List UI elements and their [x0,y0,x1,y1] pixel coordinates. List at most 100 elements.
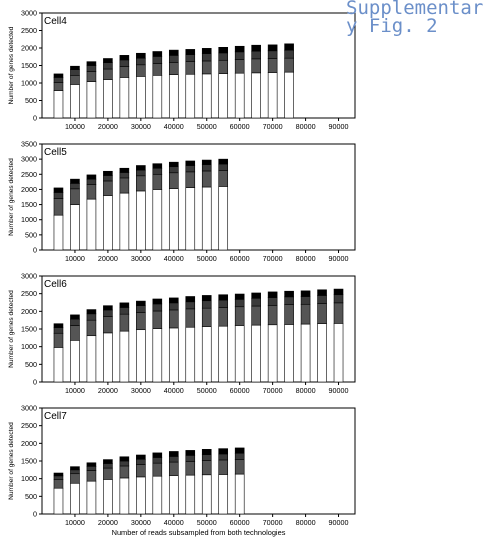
bar-stack [168,297,179,383]
bar-segment [53,73,64,78]
bar-segment [86,174,97,180]
bar-segment [201,449,212,455]
bar-segment [103,459,113,464]
bar-segment [201,307,212,327]
bar-segment [53,327,64,334]
bar-stack [136,300,146,383]
x-tick-label: 50000 [197,254,217,263]
bar-segment [53,475,64,480]
bar-segment [300,323,311,383]
bar-segment [103,62,113,70]
y-tick-label: 500 [25,96,37,105]
bar-segment [218,299,229,308]
y-tick-label: 500 [25,492,37,501]
bar-stack [251,292,261,383]
bar-segment [267,72,278,119]
bar-stack [86,309,97,383]
bar-segment [168,327,179,383]
bar-segment [70,204,80,251]
bar-segment [70,178,80,184]
panel-cell7: 0 500 1000 1500 2000 2500 3000 10000 20000 30000 4… [8,404,356,537]
bar-stack [152,452,163,515]
y-tick-label: 0 [33,246,37,255]
bar-segment [86,480,97,515]
bar-segment [86,335,97,383]
bar-segment [168,461,179,476]
bar-segment [284,324,294,383]
bar-stack [70,466,80,515]
bar-segment [234,45,245,53]
bar-segment [86,81,97,119]
bar-segment [86,470,97,482]
bar-stack [86,462,97,515]
x-tick-label: 50000 [197,518,217,527]
panel-cell6: 0 500 1000 1500 2000 2500 3000 10000 20000 30000 4… [8,272,356,395]
bar-segment [234,452,245,460]
bar-segment [168,166,179,174]
bar-stack [218,294,229,383]
y-tick-label: 2000 [21,439,37,448]
y-tick-label: 3000 [21,155,37,164]
bar-segment [119,59,130,67]
bar-segment [53,347,64,383]
bar-stack [86,61,97,119]
bar-stack [168,49,179,119]
bar-segment [70,84,80,119]
x-tick-label: 70000 [263,254,283,263]
bar-segment [53,82,64,92]
y-tick-label: 500 [25,230,37,239]
bar-segment [333,294,344,304]
x-tick-label: 80000 [296,254,316,263]
bar-segment [152,63,163,76]
bar-segment [201,60,212,75]
bar-segment [70,188,80,205]
bar-segment [251,50,261,60]
bar-stack [70,65,80,119]
bar-segment [152,51,163,57]
x-tick-label: 40000 [164,122,184,131]
bar-segment [218,46,229,54]
bar-segment [168,62,179,75]
x-tick-label: 20000 [98,122,118,131]
bar-segment [119,330,130,383]
bar-segment [70,469,80,475]
bar-segment [251,58,261,74]
bar-stack [234,447,245,515]
x-tick-label: 20000 [98,518,118,527]
y-tick-label: 1500 [21,200,37,209]
y-tick-label: 0 [33,378,37,387]
bar-stack [70,314,80,383]
bar-stack [53,323,64,383]
bar-segment [168,188,179,251]
bar-segment [234,293,245,300]
bar-segment [53,332,64,348]
bar-segment [267,305,278,326]
bar-segment [218,158,229,165]
bar-stack [168,161,179,251]
bar-stack [53,187,64,251]
bar-segment [70,325,80,341]
bar-segment [152,475,163,515]
x-tick-label: 60000 [230,254,250,263]
bar-segment [284,49,294,59]
bar-segment [119,55,130,61]
bar-segment [53,323,64,328]
bar-stack [103,459,113,515]
bar-segment [185,326,196,383]
y-axis-label: Number of genes detected [8,290,15,368]
bar-segment [317,303,327,324]
bar-segment [168,456,179,463]
bar-segment [103,175,113,182]
bar-segment [119,313,130,332]
x-tick-label: 90000 [329,254,349,263]
bar-segment [218,186,229,251]
y-tick-label: 1000 [21,474,37,483]
bar-stack [317,289,327,383]
y-tick-label: 0 [33,510,37,519]
bar-segment [70,318,80,326]
bar-segment [103,467,113,480]
bar-stack [284,43,294,119]
panel-cell4: 0 500 1000 1500 2000 2500 3000 10000 20000 30000 4… [8,9,356,131]
bar-segment [168,475,179,515]
